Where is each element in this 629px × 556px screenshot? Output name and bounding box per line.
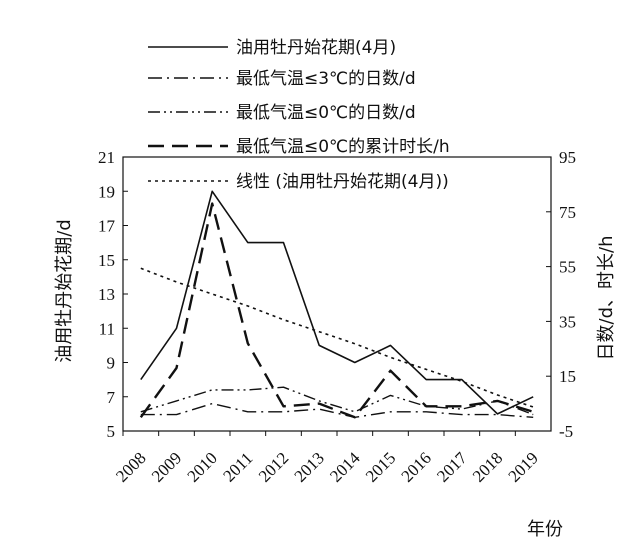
left-y-axis-title: 油用牡丹始花期/d bbox=[54, 219, 75, 363]
x-tick-label: 2017 bbox=[433, 448, 471, 486]
legend-label-2: 最低气温≤3℃的日数/d bbox=[236, 69, 416, 89]
right-y-tick-label: 75 bbox=[559, 203, 576, 222]
x-tick-label: 2008 bbox=[112, 448, 149, 485]
left-y-tick-label: 7 bbox=[107, 388, 116, 407]
series-line-5 bbox=[140, 267, 534, 408]
right-y-axis-title: 日数/d、时长/h bbox=[596, 236, 617, 361]
x-tick-label: 2016 bbox=[398, 448, 435, 485]
left-y-tick-label: 17 bbox=[98, 217, 116, 236]
left-y-tick-label: 13 bbox=[98, 285, 115, 304]
series-lines bbox=[139, 190, 534, 419]
x-tick-label: 2018 bbox=[469, 448, 506, 485]
x-tick-label: 2010 bbox=[184, 448, 221, 485]
x-tick-label: 2011 bbox=[219, 449, 256, 486]
left-y-tick-label: 5 bbox=[107, 422, 116, 441]
series-line-3 bbox=[140, 386, 534, 416]
left-y-tick-label: 19 bbox=[98, 182, 115, 201]
x-tick-label: 2012 bbox=[255, 448, 292, 485]
x-tick-label: 2013 bbox=[291, 448, 328, 485]
left-y-tick-label: 11 bbox=[99, 319, 115, 338]
right-y-tick-label: 55 bbox=[559, 258, 576, 277]
legend-label-5: 线性 (油用牡丹始花期(4月)) bbox=[236, 172, 449, 192]
left-y-tick-label: 15 bbox=[98, 251, 115, 270]
legend: 油用牡丹始花期(4月) 最低气温≤3℃的日数/d 最低气温≤0℃的日数/d 最低气温≤… bbox=[148, 38, 450, 192]
axes: 579111315171921-515355575952008200920102… bbox=[98, 148, 576, 486]
x-tick-label: 2015 bbox=[362, 448, 399, 485]
series-line-4 bbox=[139, 202, 534, 419]
right-y-tick-label: 15 bbox=[559, 367, 576, 386]
series-line-2 bbox=[140, 402, 534, 418]
x-axis-title: 年份 bbox=[527, 519, 563, 540]
right-y-tick-label: -5 bbox=[559, 422, 573, 441]
left-y-tick-label: 21 bbox=[98, 148, 115, 167]
right-y-tick-label: 95 bbox=[559, 148, 576, 167]
plot-frame bbox=[122, 156, 552, 432]
legend-label-1: 油用牡丹始花期(4月) bbox=[236, 38, 396, 58]
left-y-tick-label: 9 bbox=[107, 354, 116, 373]
right-y-tick-label: 35 bbox=[559, 312, 576, 331]
x-tick-label: 2009 bbox=[148, 448, 185, 485]
legend-label-4: 最低气温≤0℃的累计时长/h bbox=[236, 137, 450, 157]
legend-label-3: 最低气温≤0℃的日数/d bbox=[236, 103, 416, 123]
x-tick-label: 2014 bbox=[326, 448, 364, 486]
x-tick-label: 2019 bbox=[505, 448, 542, 485]
series-line-1 bbox=[140, 190, 534, 415]
